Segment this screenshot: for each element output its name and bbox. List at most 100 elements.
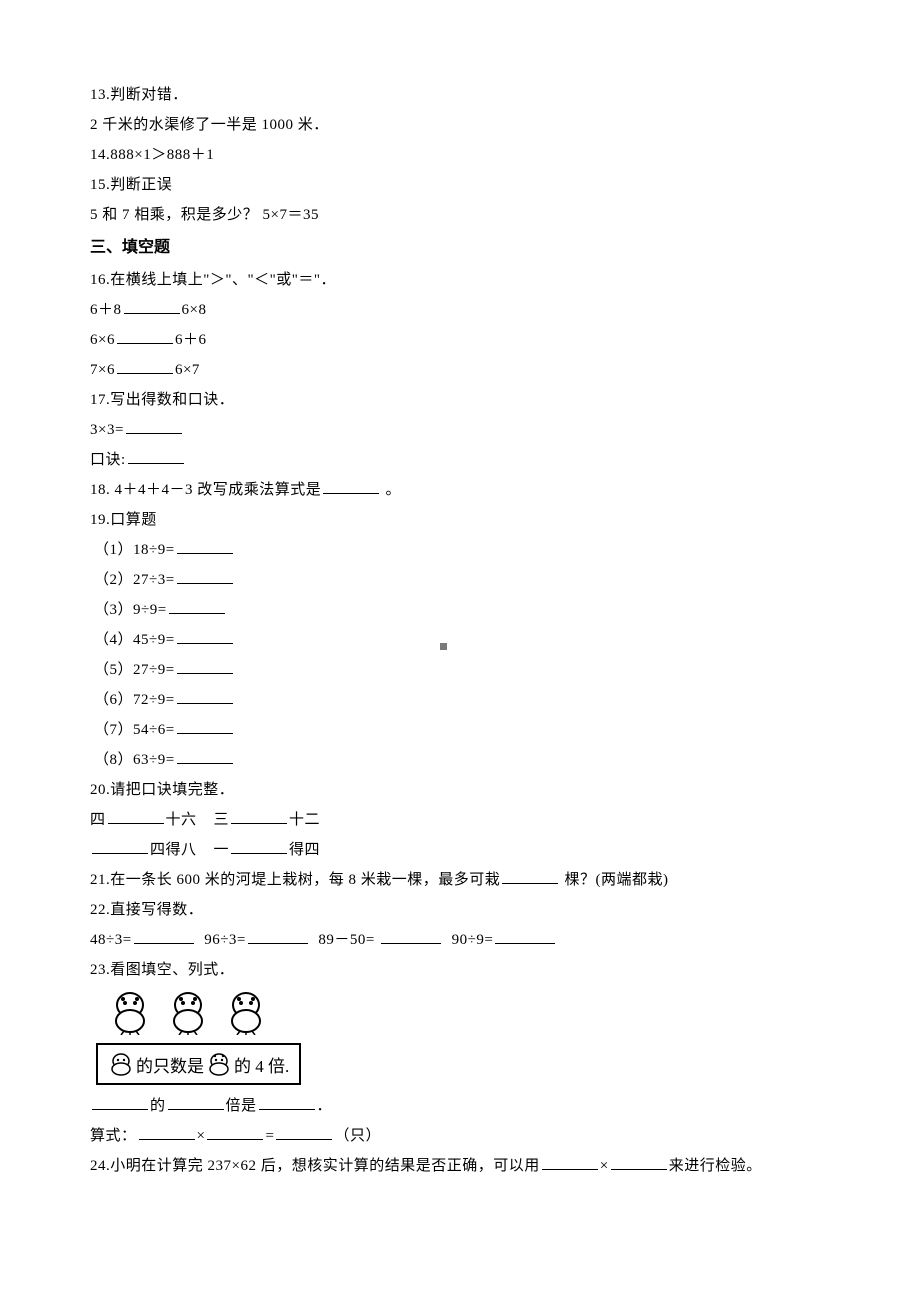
blank <box>134 929 194 944</box>
q16-row3: 7×6 6×7 <box>90 355 830 385</box>
q17-b-label: 口诀: <box>90 452 126 468</box>
fig-b: 的 4 倍. <box>234 1052 289 1077</box>
q22-a: 48÷3= <box>90 932 132 948</box>
blank <box>177 749 233 764</box>
blank <box>177 569 233 584</box>
q19-4: （4）45÷9= <box>90 625 830 655</box>
q23-l2-pre: 算式： <box>90 1128 137 1144</box>
q19-num: 19.口算题 <box>90 505 830 535</box>
q24-post: 来进行检验。 <box>669 1158 762 1174</box>
q20-r1c: 十二 <box>289 812 320 828</box>
q19-item: （5）27÷9= <box>94 662 175 678</box>
q19-2: （2）27÷3= <box>90 565 830 595</box>
q17-a: 3×3= <box>90 415 830 445</box>
blank <box>92 1095 148 1110</box>
blank <box>323 479 379 494</box>
small-chick-icon <box>108 1051 134 1077</box>
figure-box: 的只数是 的 4 倍. <box>96 1043 301 1085</box>
q22-d: 90÷9= <box>443 932 493 948</box>
q21: 21.在一条长 600 米的河堤上栽树，每 8 米栽一棵，最多可栽 棵？(两端都… <box>90 865 830 895</box>
q19-item: （4）45÷9= <box>94 632 175 648</box>
q20-row2: 四得八 一 得四 <box>90 835 830 865</box>
blank <box>231 809 287 824</box>
q17-num: 17.写出得数和口诀． <box>90 385 830 415</box>
blank <box>381 929 441 944</box>
blank <box>177 539 233 554</box>
q16-r3a: 7×6 <box>90 362 115 378</box>
q22-row: 48÷3= 96÷3= 89－50= 90÷9= <box>90 925 830 955</box>
q20-r1b: 十六 三 <box>166 812 230 828</box>
blank <box>207 1125 263 1140</box>
page-marker <box>440 643 447 650</box>
q16-num: 16.在横线上填上"＞"、"＜"或"＝"． <box>90 265 830 295</box>
q15-num: 15.判断正误 <box>90 170 830 200</box>
blank <box>117 359 173 374</box>
blank <box>276 1125 332 1140</box>
q19-item: （3）9÷9= <box>94 602 167 618</box>
q17-b: 口诀: <box>90 445 830 475</box>
blank <box>177 719 233 734</box>
q22-num: 22.直接写得数． <box>90 895 830 925</box>
q16-r2a: 6×6 <box>90 332 115 348</box>
chick-icon <box>226 991 266 1035</box>
blank <box>611 1155 667 1170</box>
q16-r3b: 6×7 <box>175 362 200 378</box>
section-3-title: 三、填空题 <box>90 230 830 265</box>
q20-row1: 四 十六 三 十二 <box>90 805 830 835</box>
q23-l1-period: ． <box>317 1098 333 1114</box>
q13-num: 13.判断对错． <box>90 80 830 110</box>
q23-line1: 的 倍是 ． <box>90 1091 830 1121</box>
q16-r1a: 6＋8 <box>90 302 122 318</box>
q13-text: 2 千米的水渠修了一半是 1000 米． <box>90 110 830 140</box>
q23-l1-mid: 的 <box>150 1098 166 1114</box>
q22-b: 96÷3= <box>196 932 246 948</box>
q21-post: 棵？(两端都栽) <box>560 872 668 888</box>
q23-l2-x: × <box>197 1128 206 1144</box>
blank <box>177 629 233 644</box>
q19-6: （6）72÷9= <box>90 685 830 715</box>
q19-5: （5）27÷9= <box>90 655 830 685</box>
q24-pre: 24.小明在计算完 237×62 后，想核实计算的结果是否正确，可以用 <box>90 1158 540 1174</box>
blank <box>139 1125 195 1140</box>
q15-text: 5 和 7 相乘，积是多少？ 5×7＝35 <box>90 200 830 230</box>
q20-r1a: 四 <box>90 812 106 828</box>
blank <box>128 449 184 464</box>
blank <box>177 659 233 674</box>
blank <box>169 599 225 614</box>
blank <box>542 1155 598 1170</box>
q17-a-label: 3×3= <box>90 422 124 438</box>
q18-post: 。 <box>381 482 401 498</box>
q24: 24.小明在计算完 237×62 后，想核实计算的结果是否正确，可以用×来进行检… <box>90 1151 830 1181</box>
q19-item: （6）72÷9= <box>94 692 175 708</box>
q18-pre: 18. 4＋4＋4－3 改写成乘法算式是 <box>90 482 321 498</box>
q20-r2b: 得四 <box>289 842 320 858</box>
q23-l2-post: （只） <box>334 1128 381 1144</box>
figure-text: 的只数是 的 4 倍. <box>108 1051 289 1077</box>
q22-c: 89－50= <box>310 932 379 948</box>
chick-icon <box>110 991 150 1035</box>
blank <box>231 839 287 854</box>
q23-l2-eq: = <box>265 1128 274 1144</box>
chicks-row <box>96 985 830 1037</box>
blank <box>502 869 558 884</box>
q19-8: （8）63÷9= <box>90 745 830 775</box>
blank <box>108 809 164 824</box>
q16-row1: 6＋86×8 <box>90 295 830 325</box>
q19-item: （7）54÷6= <box>94 722 175 738</box>
q23-line2: 算式： × = （只） <box>90 1121 830 1151</box>
q19-7: （7）54÷6= <box>90 715 830 745</box>
q23-l1-end: 倍是 <box>226 1098 257 1114</box>
q20-r2a: 四得八 一 <box>150 842 229 858</box>
blank <box>124 299 180 314</box>
chick-icon <box>168 991 208 1035</box>
q19-item: （1）18÷9= <box>94 542 175 558</box>
q23-figure: 的只数是 的 4 倍. <box>96 985 830 1091</box>
blank <box>495 929 555 944</box>
blank <box>168 1095 224 1110</box>
q19-3: （3）9÷9= <box>90 595 830 625</box>
q19-item: （2）27÷3= <box>94 572 175 588</box>
q21-pre: 21.在一条长 600 米的河堤上栽树，每 8 米栽一棵，最多可栽 <box>90 872 500 888</box>
q16-row2: 6×66＋6 <box>90 325 830 355</box>
small-chick-icon <box>206 1051 232 1077</box>
q19-item: （8）63÷9= <box>94 752 175 768</box>
